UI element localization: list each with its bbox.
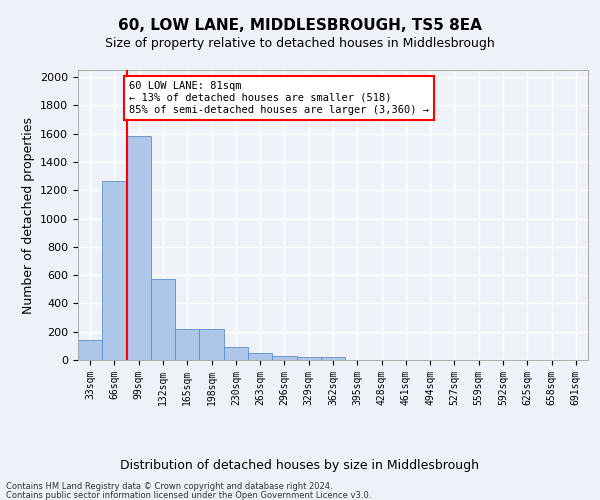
Bar: [78, 340, 102, 360]
Text: Size of property relative to detached houses in Middlesbrough: Size of property relative to detached ho…: [105, 38, 495, 51]
Bar: [248, 353, 272, 360]
Y-axis label: Number of detached properties: Number of detached properties: [22, 116, 35, 314]
Bar: [321, 358, 345, 360]
Bar: [224, 346, 248, 360]
Bar: [151, 280, 175, 360]
Bar: [127, 136, 151, 360]
Text: 60 LOW LANE: 81sqm
← 13% of detached houses are smaller (518)
85% of semi-detach: 60 LOW LANE: 81sqm ← 13% of detached hou…: [129, 82, 429, 114]
Text: Contains HM Land Registry data © Crown copyright and database right 2024.: Contains HM Land Registry data © Crown c…: [6, 482, 332, 491]
Bar: [199, 329, 224, 360]
Bar: [272, 356, 296, 360]
Bar: [102, 181, 127, 360]
Text: 60, LOW LANE, MIDDLESBROUGH, TS5 8EA: 60, LOW LANE, MIDDLESBROUGH, TS5 8EA: [118, 18, 482, 32]
Text: Distribution of detached houses by size in Middlesbrough: Distribution of detached houses by size …: [121, 460, 479, 472]
Text: Contains public sector information licensed under the Open Government Licence v3: Contains public sector information licen…: [6, 490, 371, 500]
Bar: [296, 358, 321, 360]
Bar: [175, 329, 199, 360]
